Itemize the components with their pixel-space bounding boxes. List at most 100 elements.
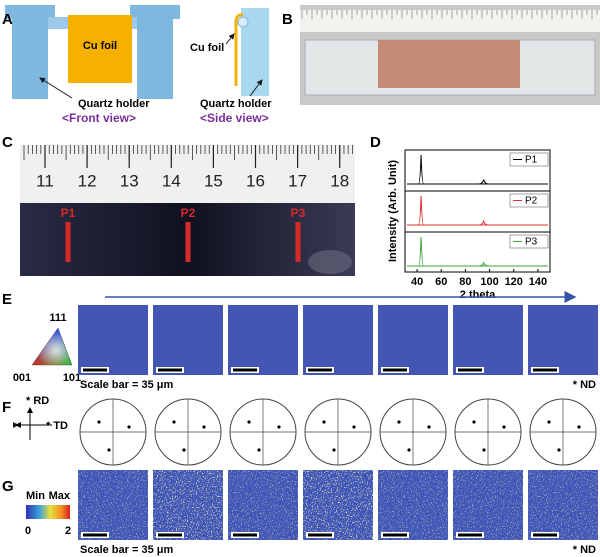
ruler-ticks [301,10,598,19]
pole [502,425,506,429]
orientation-map [303,305,373,375]
x-tick-label: 60 [435,276,447,288]
quartz-holder [12,19,48,99]
caption: <Side view> [200,111,269,125]
label: Cu foil [83,40,117,52]
caption: <Front view> [62,111,136,125]
x-tick-label: 100 [480,276,498,288]
label: Quartz holder [200,98,272,110]
ruler-label: 12 [78,171,97,190]
pole [127,425,131,429]
pole [577,425,581,429]
pole [547,420,551,424]
scale-bar [533,368,557,372]
x-tick-label: 80 [459,276,471,288]
colorbar [26,505,70,519]
pole [97,420,101,424]
position-marker [295,222,301,262]
panel-label: A [2,11,13,28]
sheen [378,40,520,88]
panel-label: F [2,399,11,416]
pole [182,448,186,452]
y-axis-label: Intensity (Arb. Unit) [387,160,399,262]
pole [322,420,326,424]
scale-bar [233,533,257,537]
arrow [39,77,73,99]
scale-bar [308,533,332,537]
arrow [249,79,263,97]
direction-label: * ND [573,379,596,391]
scale-bar-label: Scale bar = 35 μm [80,379,173,391]
orientation-map [378,305,448,375]
plot-frame [404,149,551,273]
pole [202,425,206,429]
scale-bar [158,368,182,372]
pole [407,448,411,452]
cu-foil [68,15,132,83]
cu-foil [378,40,520,88]
orientation-map [78,305,148,375]
ruler [20,145,355,203]
pole [277,425,281,429]
position-marker [65,222,71,262]
colorbar-label: Max [49,490,71,502]
ruler-label: 16 [246,171,265,190]
kam-noise [303,470,373,540]
ipf-label: 101 [63,372,81,384]
kam-noise [78,470,148,540]
x-tick-label: 120 [505,276,523,288]
axis-label: * TD [46,420,68,432]
peak [418,154,425,185]
x-axis-label: 2 theta [460,289,496,301]
peak [418,236,425,267]
arrow [225,33,235,45]
legend-box [509,193,549,208]
quartz-holder [137,19,173,99]
orientation-map [153,305,223,375]
panel-label: B [282,11,293,28]
holder-cap [5,5,55,19]
label: Cu foil [190,42,224,54]
x-tick-label: 140 [529,276,547,288]
pole [482,448,486,452]
scale-bar [83,533,107,537]
pole [427,425,431,429]
panel-label: D [370,134,381,151]
scale-bar [458,533,482,537]
ruler-label: 14 [162,171,181,190]
pole [397,420,401,424]
axis-label: * RD [26,395,49,407]
colorbar-label: Min [26,490,45,502]
orientation-map [453,305,523,375]
kam-noise [528,470,598,540]
pole [107,448,111,452]
position-marker [185,222,191,262]
colorbar-tick: 0 [25,525,31,537]
pole [247,420,251,424]
kam-noise [378,470,448,540]
pole [257,448,261,452]
panel-label: E [2,291,12,308]
scale-bar [308,368,332,372]
legend-label: P1 [525,155,538,166]
xrd-chart: P1 P2 P3 40 60 80 100 120 140 2 theta Intensity (A… [387,149,551,301]
ipf-triangle [31,327,73,366]
position-label: P1 [61,206,76,220]
scale-bar [533,533,557,537]
kam-noise [228,470,298,540]
legend-box [509,234,549,249]
arrowhead [27,407,33,413]
scale-bar [383,368,407,372]
ruler-label: 13 [120,171,139,190]
orientation-map [528,305,598,375]
ruler-label: 18 [330,171,349,190]
peak [478,261,489,267]
direction-label: * ND [573,544,596,556]
scale-bar [458,368,482,372]
panel-label: G [2,478,14,495]
ipf-label: 111 [49,312,66,324]
ruler-label: 17 [288,171,307,190]
scale-bar [83,368,107,372]
ipf-label: 001 [13,372,31,384]
orientation-map [228,305,298,375]
